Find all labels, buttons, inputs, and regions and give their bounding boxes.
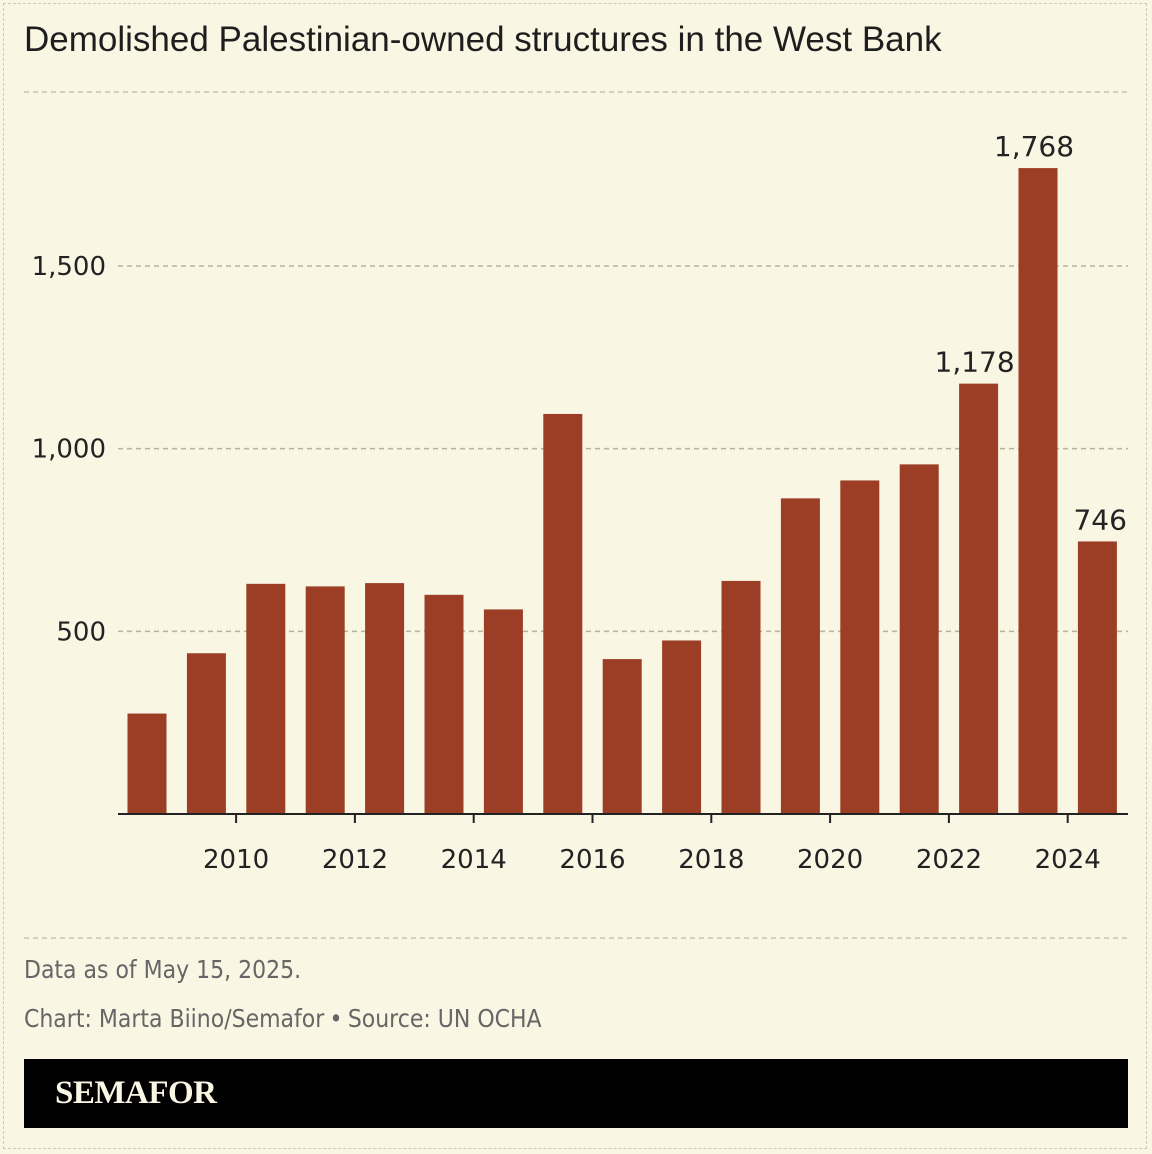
bar-2020	[780, 498, 820, 814]
y-tick-label: 500	[56, 617, 106, 647]
bar-2016	[543, 413, 583, 814]
bar-2023	[959, 383, 999, 814]
brand-logo: SEMAFOR	[55, 1075, 217, 1111]
bar-2019	[721, 580, 761, 814]
bar-2025	[1077, 541, 1117, 814]
data-date-note: Data as of May 15, 2025.	[24, 955, 302, 984]
chart-frame	[3, 3, 1147, 1149]
chart-credit: Chart: Marta Biino/Semafor	[24, 1004, 325, 1033]
bar-2013	[365, 583, 405, 814]
data-label-2025: 746	[1073, 503, 1126, 536]
bar-2014	[424, 594, 464, 814]
x-tick-label: 2018	[678, 845, 744, 875]
bar-2021	[840, 480, 880, 814]
credit-line: Chart: Marta Biino/Semafor • Source: UN OC…	[24, 1004, 542, 1033]
data-label-2023: 1,178	[935, 346, 1015, 379]
bar-2022	[899, 464, 939, 814]
bar-2011	[246, 583, 286, 814]
y-tick-label: 1,500	[32, 252, 106, 282]
bar-2010	[186, 653, 226, 814]
bar-2017	[602, 659, 642, 814]
bar-2012	[305, 586, 345, 814]
brand-footer: SEMAFOR	[24, 1059, 1128, 1128]
y-tick-label: 1,000	[32, 435, 106, 465]
data-label-2024: 1,768	[994, 130, 1074, 163]
bar-2024	[1018, 168, 1058, 814]
bar-2018	[662, 640, 702, 814]
x-tick-label: 2022	[916, 845, 982, 875]
x-tick-label: 2010	[203, 845, 269, 875]
x-tick-label: 2016	[559, 845, 625, 875]
chart-title: Demolished Palestinian-owned structures …	[24, 20, 942, 59]
bar-2015	[483, 609, 523, 814]
x-tick-label: 2024	[1035, 845, 1101, 875]
bar-2009	[127, 713, 167, 814]
x-tick-label: 2020	[797, 845, 863, 875]
x-tick-label: 2012	[322, 845, 388, 875]
source-credit: Source: UN OCHA	[347, 1004, 542, 1033]
x-tick-label: 2014	[441, 845, 507, 875]
credit-separator: •	[329, 1004, 343, 1033]
